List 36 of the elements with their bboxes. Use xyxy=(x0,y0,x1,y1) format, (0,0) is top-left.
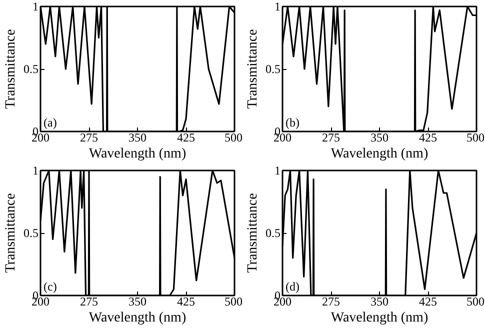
y-tick-label: 1 xyxy=(274,0,280,14)
x-tick-label: 425 xyxy=(419,294,437,308)
x-tick-label: 425 xyxy=(177,130,195,144)
y-axis-title: Transmittance xyxy=(4,193,18,273)
y-tick-label: 1 xyxy=(274,164,280,178)
x-tick-label: 500 xyxy=(224,294,242,308)
x-axis-title: Wavelength (nm) xyxy=(88,146,186,162)
x-axis-title: Wavelength (nm) xyxy=(330,310,428,326)
x-tick-label: 275 xyxy=(80,130,98,144)
annotation: (a) xyxy=(44,116,57,130)
y-tick-label: 1 xyxy=(32,164,38,178)
annotation: (b) xyxy=(286,116,300,130)
annotation: (d) xyxy=(286,280,300,294)
x-tick-label: 500 xyxy=(466,130,484,144)
x-tick-label: 275 xyxy=(80,294,98,308)
y-axis-title: Transmittance xyxy=(246,193,260,273)
x-tick-label: 350 xyxy=(128,130,146,144)
x-tick-label: 500 xyxy=(466,294,484,308)
x-tick-label: 425 xyxy=(177,294,195,308)
y-tick-label: 0.5 xyxy=(266,62,280,76)
x-tick-label: 500 xyxy=(224,130,242,144)
y-tick-label: 0.5 xyxy=(24,62,38,76)
x-tick-label: 350 xyxy=(128,294,146,308)
x-tick-label: 275 xyxy=(322,130,340,144)
y-tick-label: 0.5 xyxy=(24,226,38,240)
annotation: (c) xyxy=(44,280,57,294)
x-axis-title: Wavelength (nm) xyxy=(88,310,186,326)
y-axis-title: Transmittance xyxy=(4,29,18,109)
x-tick-label: 350 xyxy=(370,294,388,308)
x-tick-label: 350 xyxy=(370,130,388,144)
y-tick-label: 1 xyxy=(32,0,38,14)
y-tick-label: 0.5 xyxy=(266,226,280,240)
x-axis-title: Wavelength (nm) xyxy=(330,146,428,162)
x-tick-label: 425 xyxy=(419,130,437,144)
y-axis-title: Transmittance xyxy=(246,29,260,109)
x-tick-label: 275 xyxy=(322,294,340,308)
